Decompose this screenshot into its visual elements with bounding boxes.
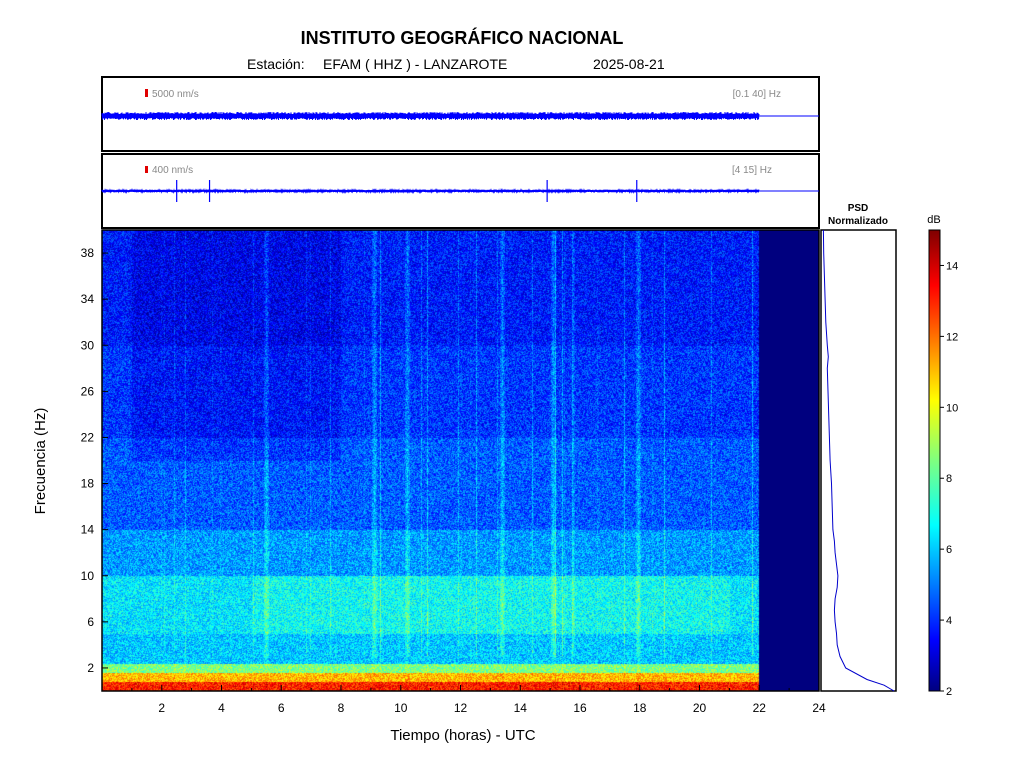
x-tick-label: 24	[812, 701, 826, 715]
x-tick-label: 22	[753, 701, 767, 715]
colorbar: dB 2 4 6 8 10 12 14	[927, 214, 958, 698]
seismogram-1-trace	[101, 111, 819, 121]
filter-label-2: [4 15] Hz	[732, 165, 772, 176]
y-tick-label: 14	[81, 523, 95, 537]
filter-label-1: [0.1 40] Hz	[733, 89, 781, 100]
station-label: Estación:	[247, 56, 305, 72]
colorbar-unit: dB	[927, 214, 940, 226]
scale-bar-1	[145, 89, 148, 97]
amplitude-scale-2: 400 nm/s	[152, 165, 193, 176]
psd-title: PSD	[848, 203, 869, 214]
x-tick-label: 2	[158, 701, 165, 715]
colorbar-tick-label: 4	[946, 615, 952, 627]
figure-title: INSTITUTO GEOGRÁFICO NACIONAL	[301, 27, 624, 48]
station-name: EFAM ( HHZ ) - LANZAROTE	[323, 56, 507, 72]
x-tick-label: 18	[633, 701, 647, 715]
colorbar-gradient	[928, 229, 941, 692]
y-tick-label: 10	[81, 569, 95, 583]
colorbar-tick-label: 6	[946, 544, 952, 556]
colorbar-tick-label: 2	[946, 686, 952, 698]
colorbar-tick-label: 12	[946, 331, 958, 343]
y-tick-label: 2	[87, 661, 94, 675]
y-tick-label: 30	[81, 338, 95, 352]
colorbar-ticks: 2 4 6 8 10 12 14	[940, 260, 958, 698]
amplitude-scale-1: 5000 nm/s	[152, 89, 199, 100]
x-tick-label: 8	[338, 701, 345, 715]
y-tick-label: 26	[81, 384, 95, 398]
colorbar-tick-label: 8	[946, 473, 952, 485]
psd-curve	[822, 229, 895, 692]
x-tick-label: 12	[454, 701, 468, 715]
x-axis-ticks: 2 4 6 8 10 12 14 16 18 20 22 24	[131, 685, 826, 715]
colorbar-tick-label: 10	[946, 402, 958, 414]
y-tick-label: 34	[81, 292, 95, 306]
x-tick-label: 20	[693, 701, 707, 715]
y-tick-label: 22	[81, 430, 95, 444]
psd-frame	[820, 229, 897, 692]
y-axis-label: Frecuencia (Hz)	[32, 408, 49, 515]
x-tick-label: 16	[573, 701, 587, 715]
seismogram-panel-1: 5000 nm/s [0.1 40] Hz	[101, 76, 820, 152]
psd-panel: PSD Normalizado	[820, 203, 897, 692]
x-tick-label: 4	[218, 701, 225, 715]
seismogram-waveform	[101, 187, 760, 195]
seismogram-waveform	[101, 111, 760, 121]
date-label: 2025-08-21	[593, 56, 665, 72]
y-tick-label: 6	[87, 615, 94, 629]
scale-bar-2	[145, 166, 148, 173]
x-tick-label: 10	[394, 701, 408, 715]
psd-subtitle: Normalizado	[828, 216, 888, 227]
x-axis-label: Tiempo (horas) - UTC	[390, 727, 535, 744]
x-tick-label: 6	[278, 701, 285, 715]
colorbar-tick-label: 14	[946, 260, 958, 272]
seismogram-panel-2: 400 nm/s [4 15] Hz	[101, 153, 820, 229]
y-tick-label: 18	[81, 477, 95, 491]
spectrogram-heatmap	[102, 230, 819, 691]
x-tick-label: 14	[514, 701, 528, 715]
spectrogram-panel: 2 4 6 8 10 12 14 16 18 20 22 24 261014182226303438 …	[32, 229, 826, 744]
y-tick-label: 38	[81, 246, 95, 260]
spectrogram-image-holder	[102, 230, 819, 691]
seismogram-2-trace	[101, 180, 819, 202]
